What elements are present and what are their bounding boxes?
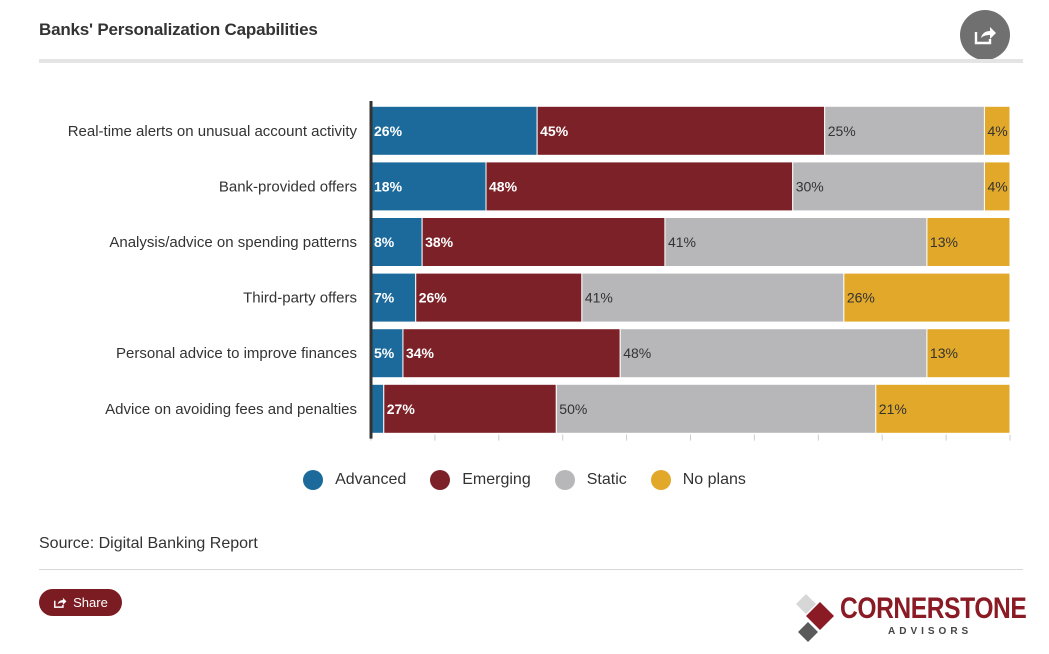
- data-label: 21%: [879, 401, 907, 417]
- bar-segment-advanced: [370, 105, 538, 156]
- bar-segment-no-plans: [843, 272, 1011, 323]
- legend-item[interactable]: Static: [554, 470, 627, 490]
- share-button[interactable]: Share: [39, 589, 122, 616]
- chart-title: Banks' Personalization Capabilities: [39, 20, 318, 39]
- data-label: 5%: [374, 345, 395, 361]
- data-label: 30%: [796, 178, 824, 194]
- category-label: Third-party offers: [243, 290, 357, 307]
- source-note: Source: Digital Banking Report: [39, 535, 258, 552]
- data-label: 48%: [623, 345, 651, 361]
- category-label: Advice on avoiding fees and penalties: [105, 401, 357, 418]
- bar-segment-no-plans: [983, 161, 1011, 212]
- cornerstone-logo: CORNERSTONE ADVISORS: [794, 590, 1027, 646]
- data-label: 34%: [406, 345, 435, 361]
- share-icon: [54, 597, 67, 608]
- data-label: 45%: [540, 123, 569, 139]
- bar-segment-advanced: [370, 383, 385, 434]
- share-button-label: Share: [73, 595, 108, 610]
- data-label: 27%: [387, 401, 416, 417]
- category-label: Real-time alerts on unusual account acti…: [68, 123, 358, 140]
- data-label: 26%: [847, 290, 875, 306]
- data-label: 41%: [668, 234, 696, 250]
- data-label: 4%: [987, 123, 1007, 139]
- legend-swatch: [430, 470, 451, 490]
- bar-segment-static: [664, 217, 928, 267]
- bar-segment-no-plans: [926, 328, 1011, 379]
- legend-item[interactable]: Emerging: [430, 470, 531, 490]
- bar-segment-static: [581, 272, 845, 323]
- bar-segment-static: [824, 105, 985, 156]
- data-label: 13%: [930, 234, 958, 250]
- bar-segment-emerging: [536, 105, 826, 156]
- legend-item[interactable]: No plans: [650, 470, 746, 490]
- data-label: 26%: [419, 290, 448, 306]
- bar-segment-emerging: [402, 328, 621, 379]
- data-label: 25%: [828, 123, 856, 139]
- data-label: 26%: [374, 123, 403, 139]
- legend-swatch: [554, 470, 575, 490]
- category-label: Personal advice to improve finances: [116, 345, 357, 362]
- bar-segment-emerging: [383, 383, 557, 434]
- data-label: 48%: [489, 178, 518, 194]
- legend-label: Advanced: [335, 471, 407, 488]
- legend-item[interactable]: Advanced: [303, 470, 406, 490]
- data-label: 50%: [559, 401, 587, 417]
- chart-legend: Advanced Emerging Static No plans: [0, 470, 1049, 490]
- data-label: 41%: [585, 290, 613, 306]
- bar-segment-emerging: [421, 217, 666, 267]
- category-label: Analysis/advice on spending patterns: [109, 234, 357, 251]
- legend-label: Static: [586, 471, 627, 488]
- data-label: 38%: [425, 234, 454, 250]
- category-label: Bank-provided offers: [219, 178, 357, 195]
- bar-segment-no-plans: [926, 217, 1011, 267]
- legend-label: Emerging: [462, 471, 531, 488]
- bar-segment-no-plans: [875, 383, 1011, 434]
- bar-segment-static: [555, 383, 877, 434]
- logo-name: CORNERSTONE: [840, 592, 1027, 625]
- title-divider: [39, 59, 1023, 63]
- data-label: 4%: [987, 178, 1007, 194]
- bar-segment-emerging: [485, 161, 794, 212]
- data-label: 13%: [930, 345, 958, 361]
- logo-mark-icon: [796, 594, 834, 642]
- logo-subtitle: ADVISORS: [888, 626, 973, 637]
- share-icon: [974, 27, 996, 45]
- legend-label: No plans: [682, 471, 746, 488]
- legend-swatch: [303, 470, 324, 490]
- data-label: 18%: [374, 178, 403, 194]
- bar-segment-no-plans: [983, 105, 1011, 156]
- legend-swatch: [650, 470, 671, 490]
- bar-segment-static: [619, 328, 928, 379]
- bar-segment-advanced: [370, 161, 487, 212]
- share-fab-button[interactable]: [960, 10, 1010, 60]
- bar-segment-emerging: [415, 272, 583, 323]
- data-label: 7%: [374, 290, 395, 306]
- footer-divider: [39, 569, 1023, 570]
- data-label: 8%: [374, 234, 395, 250]
